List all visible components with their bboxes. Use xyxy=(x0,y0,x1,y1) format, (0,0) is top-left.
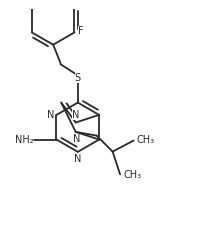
Text: N: N xyxy=(73,134,80,144)
Text: F: F xyxy=(78,26,84,36)
Text: N: N xyxy=(47,110,55,120)
Text: N: N xyxy=(72,110,80,120)
Text: CH₃: CH₃ xyxy=(123,170,141,180)
Text: N: N xyxy=(74,154,81,164)
Text: CH₃: CH₃ xyxy=(136,135,154,145)
Text: S: S xyxy=(74,73,81,83)
Text: NH₂: NH₂ xyxy=(15,134,33,144)
